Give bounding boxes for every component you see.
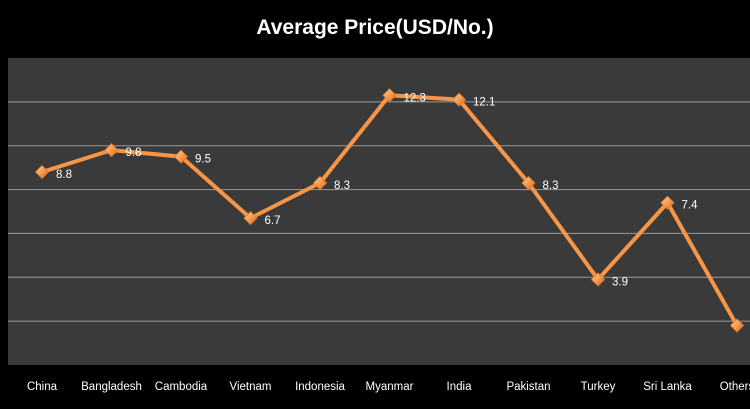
data-label-turkey: 3.9 xyxy=(612,276,628,288)
x-tick-turkey: Turkey xyxy=(581,381,616,393)
x-tick-vietnam: Vietnam xyxy=(230,381,272,393)
x-tick-bangladesh: Bangladesh xyxy=(81,381,142,393)
x-axis-tick-labels: China Bangladesh Cambodia Vietnam Indonesia M… xyxy=(27,381,750,393)
data-point-cambodia xyxy=(173,149,189,164)
data-point-pakistan xyxy=(521,175,536,191)
data-point-india xyxy=(451,92,467,107)
plot-area xyxy=(8,58,750,365)
chart-title: Average Price(USD/No.) xyxy=(256,16,493,39)
data-point-indonesia xyxy=(312,175,328,191)
data-label-myanmar: 12.3 xyxy=(404,92,426,104)
data-label-layer: 8.8 9.8 9.5 6.7 8.3 12.3 12.1 8.3 3.9 7.4 xyxy=(56,92,698,288)
data-label-india: 12.1 xyxy=(473,97,495,109)
x-tick-cambodia: Cambodia xyxy=(155,381,208,393)
data-label-vietnam: 6.7 xyxy=(265,215,281,227)
data-label-cambodia: 9.5 xyxy=(195,154,211,166)
gridlines xyxy=(8,101,750,322)
x-tick-others: Others xyxy=(720,381,750,393)
x-tick-india: India xyxy=(447,381,473,393)
x-tick-sri-lanka: Sri Lanka xyxy=(643,381,692,393)
data-point-layer xyxy=(34,88,745,333)
data-point-bangladesh xyxy=(104,143,119,158)
data-point-others xyxy=(729,318,745,333)
data-point-sri-lanka xyxy=(660,195,675,210)
data-point-myanmar xyxy=(382,88,397,103)
data-label-indonesia: 8.3 xyxy=(334,180,350,192)
data-label-sri-lanka: 7.4 xyxy=(682,200,699,212)
data-label-pakistan: 8.3 xyxy=(543,180,559,192)
data-label-china: 8.8 xyxy=(56,169,72,181)
x-tick-indonesia: Indonesia xyxy=(295,381,345,393)
data-point-china xyxy=(34,164,50,180)
x-tick-china: China xyxy=(27,381,58,393)
data-point-vietnam xyxy=(243,211,258,226)
data-label-bangladesh: 9.8 xyxy=(126,147,142,159)
data-point-turkey xyxy=(590,272,606,287)
x-tick-pakistan: Pakistan xyxy=(506,381,550,393)
x-tick-myanmar: Myanmar xyxy=(366,381,414,393)
